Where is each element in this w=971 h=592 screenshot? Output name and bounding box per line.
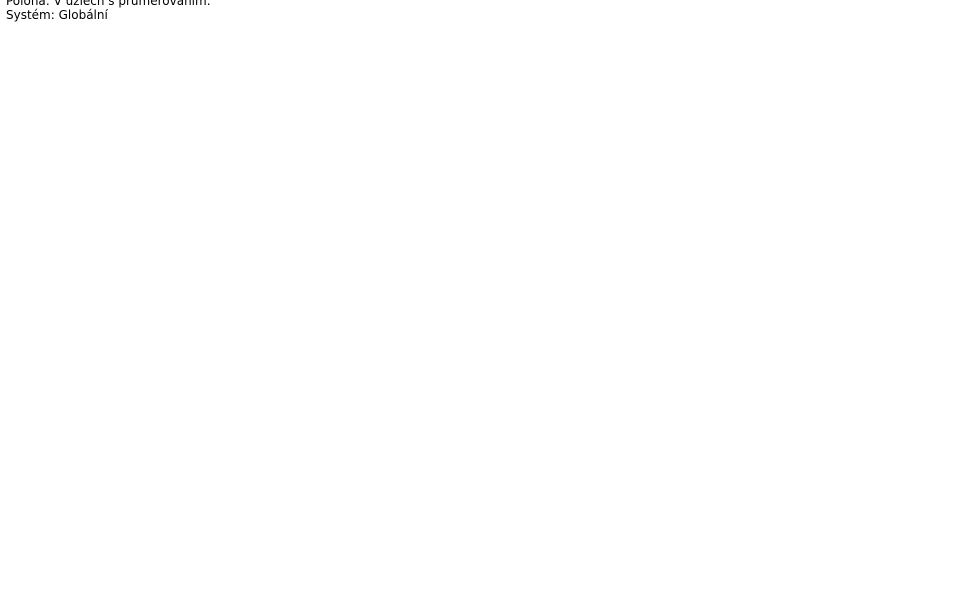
header-line: Poloha: V uzlech s průměrováním. — [6, 0, 211, 8]
back-rib — [577, 17, 621, 348]
rib — [491, 25, 624, 547]
rib-edge — [277, 22, 621, 475]
ring — [372, 151, 868, 229]
rib — [279, 24, 621, 475]
rib — [572, 27, 626, 553]
ring — [373, 74, 867, 152]
rib-edge — [618, 22, 933, 499]
axis-label: Z — [27, 559, 33, 569]
rib-edge — [490, 24, 625, 547]
rib-edge — [570, 27, 628, 553]
crown — [579, 21, 661, 43]
rib — [618, 24, 885, 519]
rib-edge — [307, 22, 622, 499]
axis-label: X — [28, 577, 34, 587]
back-rib — [619, 23, 879, 382]
rib — [617, 24, 822, 535]
back-rib — [619, 29, 966, 451]
back-rib — [284, 28, 621, 426]
axis-icon: Z X — [8, 559, 34, 587]
rib-edge — [619, 22, 963, 475]
ring — [269, 449, 971, 559]
back-rib — [619, 20, 817, 366]
rib-edge — [416, 23, 624, 535]
back-rib — [497, 18, 621, 354]
back-rib — [619, 28, 956, 426]
rib — [616, 25, 749, 547]
rib — [614, 27, 668, 553]
back-rib — [274, 29, 621, 451]
dome — [269, 17, 971, 559]
back-rib — [619, 18, 743, 354]
rib — [619, 24, 961, 475]
back-rib — [619, 26, 926, 403]
rib-edge — [354, 22, 623, 519]
rib-edge — [616, 23, 824, 535]
rib — [355, 24, 622, 519]
back-rib — [619, 17, 663, 348]
grid-dots — [0, 30, 971, 592]
ring — [270, 341, 970, 451]
rib — [418, 24, 623, 535]
rib-edge — [615, 24, 750, 547]
rib — [308, 24, 622, 499]
rib — [618, 24, 932, 499]
back-rib — [423, 20, 621, 366]
rib-edge — [612, 27, 670, 553]
header-line: Systém: Globální — [6, 8, 108, 22]
back-rib — [361, 23, 621, 382]
back-rib — [314, 26, 621, 403]
ring — [303, 173, 937, 272]
ring — [303, 270, 937, 370]
rib-edge — [617, 22, 886, 519]
